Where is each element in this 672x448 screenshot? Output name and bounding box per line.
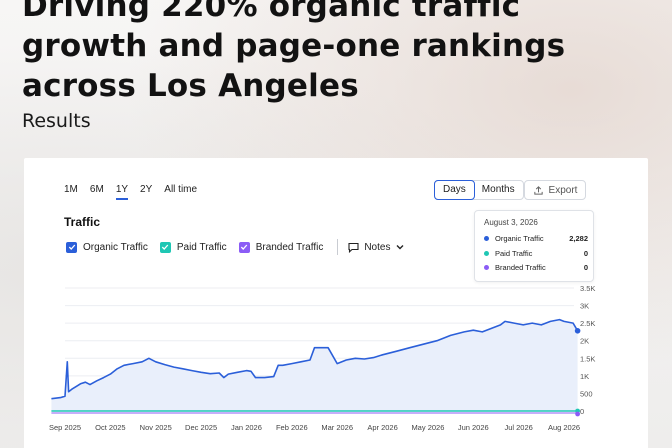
export-label: Export	[548, 184, 578, 196]
y-tick-label: 1K	[580, 372, 589, 381]
headline-line-1: Driving 220% organic traffic	[22, 0, 521, 24]
speech-bubble-icon	[348, 242, 359, 253]
x-tick-label: Nov 2025	[140, 423, 172, 432]
y-tick-label: 500	[580, 389, 593, 398]
x-tick-label: Dec 2025	[185, 423, 217, 432]
y-tick-label: 1.5K	[580, 354, 595, 363]
range-tabs: 1M 6M 1Y 2Y All time	[64, 184, 209, 200]
range-tab-1m[interactable]: 1M	[64, 184, 78, 195]
headline-line-2: growth and page-one rankings	[22, 28, 566, 64]
section-label: Results	[22, 110, 91, 132]
range-tab-2y[interactable]: 2Y	[140, 184, 153, 195]
series-dot	[484, 251, 489, 256]
granularity-toggle: Days Months	[434, 180, 524, 200]
legend-organic-toggle[interactable]: Organic Traffic	[66, 241, 148, 253]
x-tick-label: Jul 2026	[504, 423, 532, 432]
chevron-down-icon	[396, 245, 404, 250]
branded-hover-point	[575, 411, 581, 417]
tooltip-row-organic: Organic Traffic 2,282	[484, 234, 588, 243]
tooltip-value: 0	[583, 263, 588, 272]
legend-divider	[337, 239, 339, 255]
x-tick-label: Sep 2025	[49, 423, 81, 432]
x-tick-label: Feb 2026	[276, 423, 308, 432]
x-tick-label: Jun 2026	[458, 423, 489, 432]
notes-label: Notes	[364, 241, 391, 253]
y-tick-label: 2.5K	[580, 319, 595, 328]
check-icon	[159, 241, 171, 253]
tooltip-label: Organic Traffic	[495, 234, 544, 243]
organic-traffic-line	[51, 318, 579, 400]
tooltip-date: August 3, 2026	[484, 218, 538, 227]
x-tick-label: May 2026	[411, 423, 444, 432]
tooltip-row-branded: Branded Traffic 0	[484, 263, 588, 272]
series-legend: Organic Traffic Paid Traffic Branded Tra…	[66, 239, 410, 255]
y-tick-label: 2K	[580, 337, 589, 346]
chart-tooltip: August 3, 2026 Organic Traffic 2,282 Pai…	[474, 210, 594, 282]
x-tick-label: Aug 2026	[548, 423, 580, 432]
legend-paid-toggle[interactable]: Paid Traffic	[159, 241, 227, 253]
legend-organic-label: Organic Traffic	[83, 241, 148, 253]
y-tick-label: 3.5K	[580, 284, 595, 293]
tooltip-row-paid: Paid Traffic 0	[484, 249, 588, 258]
legend-branded-label: Branded Traffic	[255, 241, 324, 253]
tooltip-label: Branded Traffic	[495, 263, 546, 272]
page-headline: Driving 220% organic traffic growth and …	[22, 0, 642, 106]
range-tab-all-time[interactable]: All time	[164, 184, 198, 195]
x-tick-label: Oct 2025	[95, 423, 125, 432]
export-button[interactable]: Export	[524, 180, 586, 200]
range-tab-6m[interactable]: 6M	[89, 184, 104, 195]
x-tick-label: Jan 2026	[231, 423, 262, 432]
traffic-dashboard-card: 1M 6M 1Y 2Y All time Days Months Export …	[24, 158, 648, 448]
x-tick-label: Mar 2026	[321, 423, 353, 432]
tooltip-value: 0	[583, 249, 588, 258]
notes-dropdown[interactable]: Notes	[348, 242, 410, 253]
check-icon	[238, 241, 250, 253]
y-tick-label: 0	[580, 407, 584, 416]
organic-hover-point	[574, 328, 581, 334]
tooltip-value: 2,282	[569, 234, 588, 243]
organic-traffic-area	[51, 319, 578, 411]
range-tab-1y[interactable]: 1Y	[115, 184, 129, 200]
y-tick-label: 3K	[580, 302, 589, 311]
series-dot	[484, 236, 489, 241]
legend-paid-label: Paid Traffic	[176, 241, 227, 253]
series-dot	[484, 265, 489, 270]
x-tick-label: Apr 2026	[367, 423, 397, 432]
headline-line-3: across Los Angeles	[22, 68, 359, 104]
months-button[interactable]: Months	[481, 184, 515, 195]
upload-icon	[533, 185, 543, 195]
check-icon	[66, 241, 77, 253]
legend-branded-toggle[interactable]: Branded Traffic	[238, 241, 324, 253]
tooltip-label: Paid Traffic	[495, 249, 533, 258]
chart-title: Traffic	[64, 215, 101, 229]
traffic-line-chart[interactable]: 0 500 1K 1.5K 2K 2.5K 3K 3.5K Sep 2025 Oct 2025 No…	[24, 158, 648, 448]
days-button[interactable]: Days	[434, 180, 475, 200]
